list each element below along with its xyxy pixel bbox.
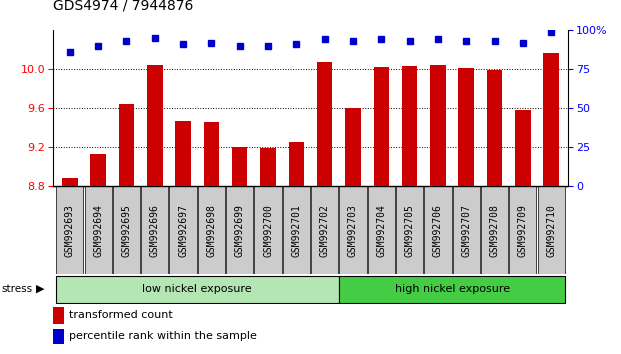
Bar [340,186,366,274]
Bar [226,186,253,274]
Bar [402,66,417,186]
Bar [311,186,338,274]
Bar [113,186,140,274]
Bar [204,122,219,186]
Text: high nickel exposure: high nickel exposure [394,284,510,294]
Bar [509,186,537,274]
Bar [339,276,565,303]
Bar [487,70,502,186]
Bar [538,186,565,274]
Bar [289,142,304,186]
Bar [53,329,64,343]
Bar [62,178,78,186]
Bar [53,307,64,324]
Text: percentile rank within the sample: percentile rank within the sample [70,331,257,341]
Bar [481,186,508,274]
Text: transformed count: transformed count [70,310,173,320]
Bar [453,186,480,274]
Bar [430,65,446,186]
Bar [458,68,474,186]
Bar [543,53,559,186]
Bar [424,186,451,274]
Bar [345,108,361,186]
Bar [147,65,163,186]
Text: GSM992710: GSM992710 [546,204,556,257]
Bar [368,186,395,274]
Bar [119,104,134,186]
Text: GSM992693: GSM992693 [65,204,75,257]
Text: GSM992702: GSM992702 [320,204,330,257]
Bar [56,276,339,303]
Bar [260,148,276,186]
Text: GSM992696: GSM992696 [150,204,160,257]
Bar [197,186,225,274]
Text: GSM992708: GSM992708 [489,204,499,257]
Bar [90,154,106,186]
Text: GSM992707: GSM992707 [461,204,471,257]
Bar [396,186,424,274]
Bar [515,110,531,186]
Text: GDS4974 / 7944876: GDS4974 / 7944876 [53,0,193,12]
Bar [317,62,332,186]
Text: GSM992705: GSM992705 [405,204,415,257]
Text: stress: stress [1,284,32,294]
Text: GSM992695: GSM992695 [122,204,132,257]
Text: GSM992709: GSM992709 [518,204,528,257]
Bar [255,186,281,274]
Bar [373,67,389,186]
Text: GSM992701: GSM992701 [291,204,301,257]
Bar [232,147,248,186]
Text: GSM992704: GSM992704 [376,204,386,257]
Text: GSM992697: GSM992697 [178,204,188,257]
Text: low nickel exposure: low nickel exposure [142,284,252,294]
Bar [283,186,310,274]
Text: GSM992703: GSM992703 [348,204,358,257]
Text: GSM992700: GSM992700 [263,204,273,257]
Bar [175,121,191,186]
Bar [84,186,112,274]
Bar [170,186,197,274]
Text: GSM992706: GSM992706 [433,204,443,257]
Text: GSM992699: GSM992699 [235,204,245,257]
Bar [56,186,83,274]
Bar [141,186,168,274]
Text: ▶: ▶ [36,284,45,294]
Text: GSM992698: GSM992698 [206,204,216,257]
Text: GSM992694: GSM992694 [93,204,103,257]
